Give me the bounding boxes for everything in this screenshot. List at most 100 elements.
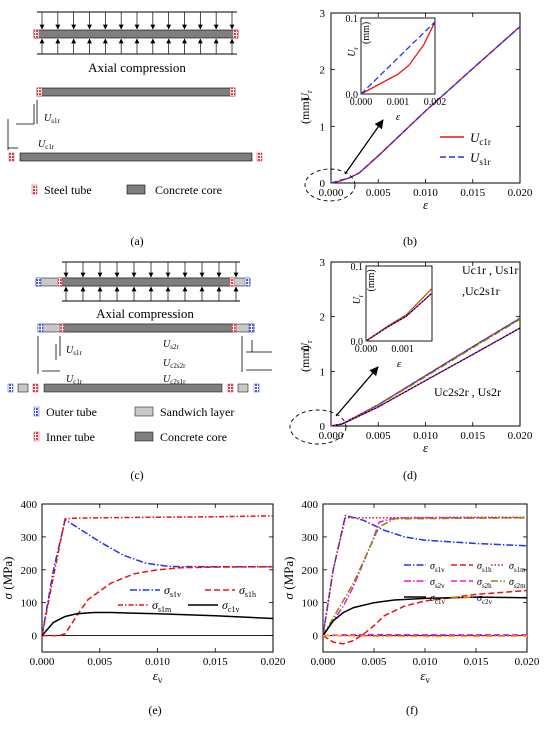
- legend-inner-label: Inner tube: [46, 430, 95, 444]
- load-arrows-a: [39, 12, 235, 54]
- annotation-upper-1: Uc1r , Us1r: [462, 263, 518, 277]
- sep-sandwich-left: [17, 383, 29, 393]
- series-σs2v: [322, 517, 527, 637]
- inset-series-uc1r: [360, 21, 436, 95]
- sep-inner-right: [227, 383, 234, 393]
- compressed-tube-right: [229, 87, 236, 97]
- y-tick-label: 300: [21, 532, 38, 544]
- caption-d: (d): [403, 468, 417, 482]
- inset-x-tick-label: 0.000: [355, 344, 378, 355]
- inset-y-unit: (mm): [361, 22, 372, 44]
- compressed-outer-left: [37, 323, 44, 333]
- y-tick-label: 100: [21, 598, 38, 610]
- x-tick-label: 0.015: [203, 656, 228, 668]
- x-tick-label: 0.020: [508, 187, 533, 199]
- sep-core: [43, 383, 223, 393]
- series-σc1v: [322, 596, 528, 637]
- y-axis-unit: (mm): [298, 97, 312, 124]
- axial-compression-title-a: Axial compression: [88, 60, 186, 75]
- sep-inner-left: [32, 383, 39, 393]
- label-us1r-a: Us1r: [44, 113, 60, 125]
- x-tick-label: 0.020: [261, 656, 286, 668]
- y-tick-label: 3: [320, 8, 326, 20]
- y-axis-label: σ (MPa): [0, 557, 15, 600]
- outer-tube-left: [35, 277, 42, 287]
- annotation-lower: Uc2s2r , Us2r: [434, 385, 501, 399]
- axial-compression-title-c: Axial compression: [96, 306, 194, 321]
- label-uc1r-a: Uc1r: [38, 139, 55, 151]
- compressed-outer-right: [248, 323, 255, 333]
- inset-x-label: ε: [396, 111, 401, 123]
- concrete-core-bar: [33, 29, 239, 39]
- chart-e: 0.000 0.005 0.010 0.015 0.020 0 100 200 300 400 εv…: [0, 499, 286, 717]
- math-label: σc1v: [430, 593, 446, 606]
- legend-outer-label: Outer tube: [46, 405, 97, 419]
- x-tick-label: 0.005: [362, 656, 387, 668]
- sep-sandwich-right: [237, 383, 249, 393]
- legend-steel-swatch: [31, 184, 38, 195]
- math-label: σs1m: [152, 598, 172, 614]
- x-tick-label: 0.010: [413, 187, 438, 199]
- inset-x-tick-label: 0.002: [424, 97, 447, 108]
- caption-b: (b): [403, 234, 417, 248]
- concrete-bar-c: [59, 277, 233, 287]
- label-us2r: Us2r: [163, 339, 179, 351]
- x-tick-label: 0.010: [413, 430, 438, 442]
- x-tick-label: 0.010: [145, 656, 170, 668]
- inset-series-us1r: [360, 21, 436, 95]
- x-tick-label: 0.015: [460, 430, 485, 442]
- inset-y-tick-label: 0.1: [346, 14, 359, 25]
- y-axis-unit: (mm): [298, 345, 312, 372]
- x-tick-label: 0.005: [366, 430, 391, 442]
- y-tick-label: 400: [302, 499, 319, 511]
- caption-e: (e): [148, 703, 161, 717]
- panel-c: Axial compression Us1r Uc1r Us2r Uc2s2r …: [7, 261, 272, 482]
- legend-concrete-swatch-c: [134, 431, 154, 442]
- inset-x-tick-label: 0.000: [350, 97, 373, 108]
- chart-b: 0.000 0.005 0.010 0.015 0.0200123εUr(mm)Uc1r…: [298, 8, 533, 248]
- series-σs1v: [41, 518, 273, 636]
- steel-tube-right: [232, 29, 239, 39]
- y-tick-label: 100: [302, 598, 319, 610]
- label-uc2s1r: Uc2s1r: [163, 374, 186, 386]
- label-uc1r-c: Uc1r: [66, 374, 83, 386]
- math-label: Ur: [347, 47, 360, 57]
- y-tick-label: 400: [21, 499, 38, 511]
- math-label: σs1v: [164, 583, 181, 599]
- inner-tube-right: [229, 277, 235, 287]
- y-tick-label: 1: [320, 366, 326, 378]
- panel-a: Axial compression Us1r Uc1r Steel tube C…: [7, 11, 263, 248]
- load-arrows-c: [63, 262, 239, 301]
- series-σs1h: [322, 589, 528, 645]
- math-label: εv: [420, 668, 430, 685]
- math-label: σs2v: [430, 577, 445, 590]
- math-label: σs1h: [239, 583, 256, 599]
- sep-outer-left: [7, 383, 14, 393]
- caption-f: (f): [406, 703, 418, 717]
- annotation-upper-2: ,Uc2s1r: [462, 284, 500, 298]
- inset-y-unit: (mm): [366, 269, 377, 291]
- y-tick-label: 0: [320, 178, 326, 190]
- zoom-arrow: [344, 119, 384, 175]
- math-label: σs1v: [430, 561, 445, 574]
- legend-concrete-label-c: Concrete core: [160, 430, 227, 444]
- series-Us1r: [330, 26, 521, 184]
- series-σs1m: [322, 516, 527, 636]
- series-σs2m: [322, 517, 528, 636]
- compressed-core-bar: [36, 87, 236, 97]
- math-label: εv: [153, 668, 163, 685]
- separated-tube-right: [256, 152, 263, 162]
- y-tick-label: 200: [21, 565, 38, 577]
- sep-outer-right: [253, 383, 260, 393]
- math-label: Ur: [298, 90, 314, 102]
- zoom-ellipse: [304, 168, 356, 202]
- inset-x-label: ε: [397, 358, 402, 370]
- series-σs1m: [41, 515, 274, 636]
- y-tick-label: 300: [302, 532, 319, 544]
- compressed-inner-left: [59, 323, 65, 333]
- chart-d: 0.000 0.005 0.010 0.015 0.0200123εUr(mm)Uc1r…: [289, 257, 533, 482]
- outer-tube-right: [244, 277, 251, 287]
- x-tick-label: 0.015: [464, 656, 489, 668]
- caption-a: (a): [130, 234, 143, 248]
